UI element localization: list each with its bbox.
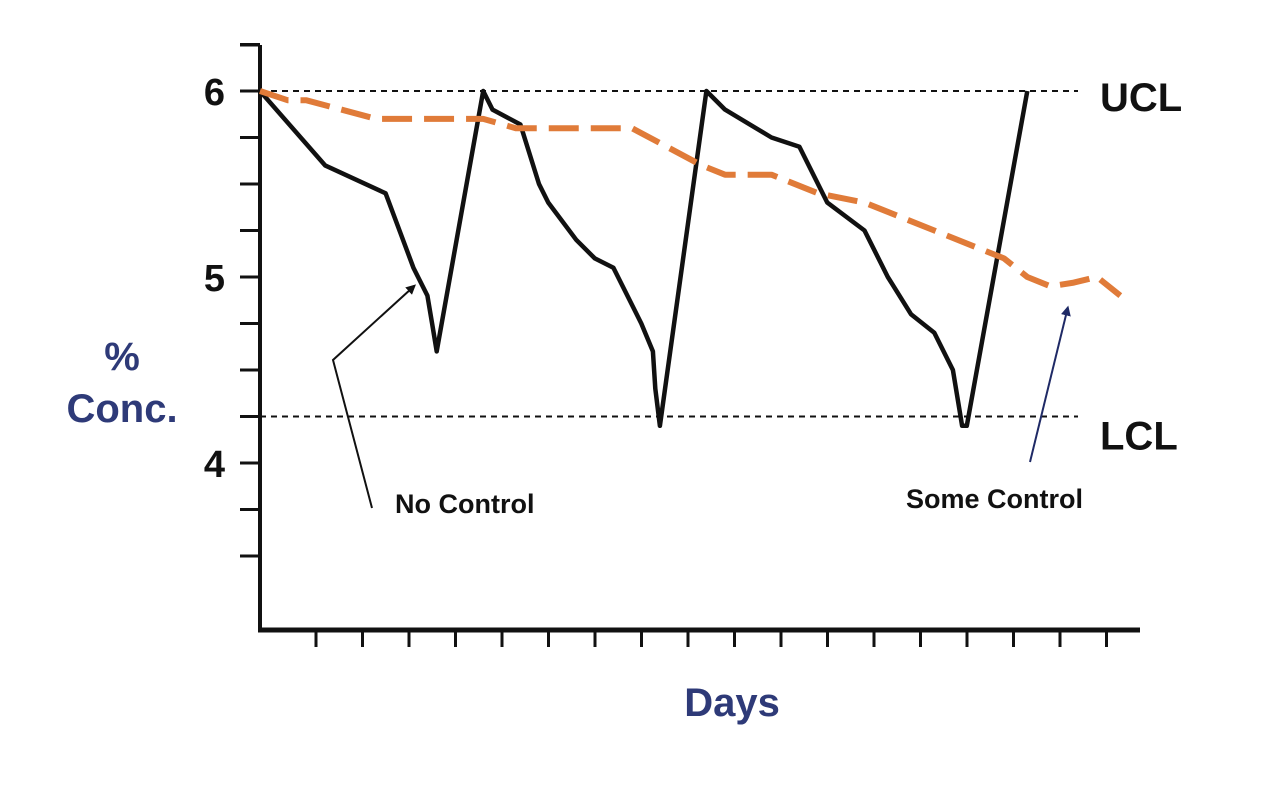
control-limit-lines: UCL LCL (260, 76, 1182, 459)
y-tick-label: 4 (204, 444, 225, 486)
y-tick-label: 6 (204, 72, 225, 114)
control-limit-label-ucl: UCL (1100, 76, 1182, 120)
y-axis: 6 5 4 (204, 43, 262, 632)
annotations: No Control Some Control (331, 284, 1083, 519)
some-control-series-line (259, 88, 1123, 298)
control-limit-label-lcl: LCL (1100, 415, 1178, 459)
x-axis-title: Days (684, 681, 780, 725)
no-control-label: No Control (395, 489, 534, 519)
x-axis (258, 627, 1140, 647)
no-control-arrow (331, 284, 416, 509)
no-control-series-line (258, 88, 1030, 429)
y-axis-title-conc: Conc. (66, 387, 177, 431)
some-control-arrow (1029, 305, 1071, 463)
y-tick-label: 5 (204, 258, 225, 300)
y-axis-title-percent: % (104, 335, 140, 379)
series-lines (258, 88, 1123, 429)
some-control-label: Some Control (906, 484, 1083, 514)
